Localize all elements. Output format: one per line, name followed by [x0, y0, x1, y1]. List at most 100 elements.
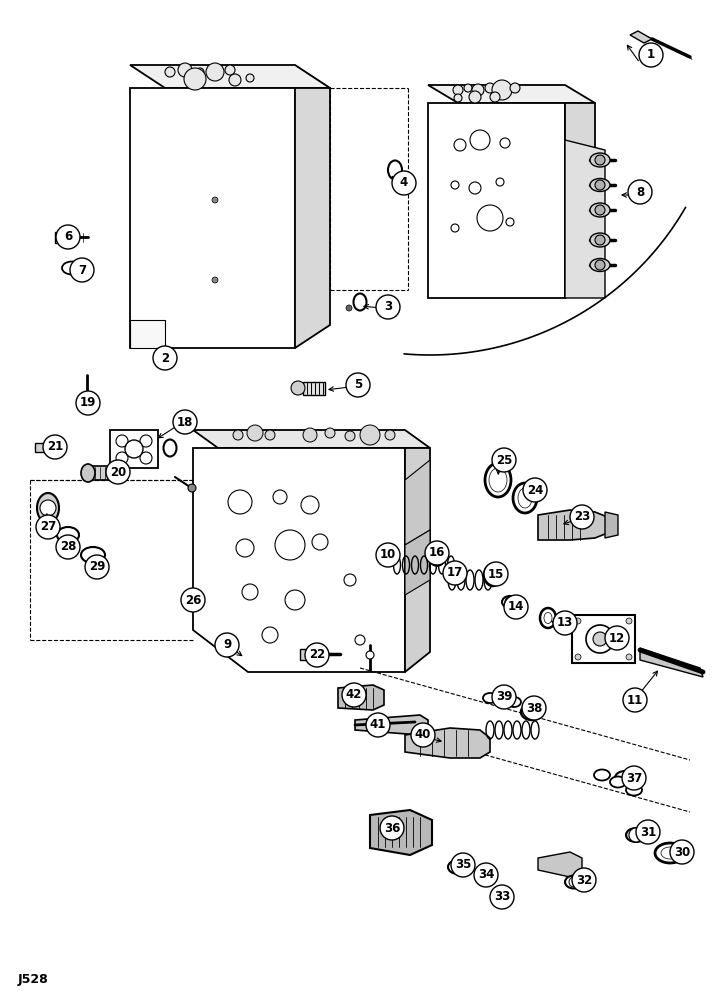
Circle shape [246, 74, 254, 82]
Text: 33: 33 [494, 890, 510, 904]
Circle shape [229, 74, 241, 86]
Circle shape [106, 460, 130, 484]
Polygon shape [55, 232, 70, 243]
Polygon shape [82, 395, 93, 403]
Polygon shape [35, 443, 48, 452]
Circle shape [376, 543, 400, 567]
Text: 12: 12 [609, 632, 625, 645]
Ellipse shape [492, 888, 512, 902]
Circle shape [595, 205, 605, 215]
Circle shape [301, 496, 319, 514]
Ellipse shape [590, 203, 610, 217]
Circle shape [492, 685, 516, 709]
Polygon shape [565, 103, 595, 298]
Text: 39: 39 [496, 690, 512, 704]
Text: 16: 16 [429, 546, 445, 560]
Ellipse shape [521, 704, 543, 720]
Text: 37: 37 [626, 772, 642, 784]
Circle shape [116, 452, 128, 464]
Circle shape [572, 868, 596, 892]
Text: 3: 3 [384, 300, 392, 314]
Circle shape [492, 80, 512, 100]
Circle shape [215, 633, 239, 657]
Circle shape [470, 130, 490, 150]
Ellipse shape [526, 708, 538, 716]
Circle shape [575, 618, 581, 624]
Circle shape [425, 541, 449, 565]
Circle shape [411, 723, 435, 747]
Text: 8: 8 [636, 186, 644, 198]
Circle shape [70, 258, 94, 282]
Polygon shape [130, 88, 295, 348]
Ellipse shape [626, 784, 642, 796]
Text: 20: 20 [110, 466, 126, 479]
Text: 34: 34 [478, 868, 494, 882]
Text: 25: 25 [496, 454, 512, 466]
Ellipse shape [484, 564, 502, 586]
Ellipse shape [540, 608, 556, 628]
Ellipse shape [661, 847, 679, 859]
Circle shape [345, 431, 355, 441]
Text: 21: 21 [47, 440, 63, 454]
Circle shape [490, 92, 500, 102]
Ellipse shape [488, 568, 498, 582]
Circle shape [605, 626, 629, 650]
Polygon shape [355, 715, 428, 735]
Ellipse shape [448, 860, 468, 874]
Circle shape [36, 515, 60, 539]
Polygon shape [193, 430, 430, 448]
Ellipse shape [475, 870, 493, 884]
Polygon shape [405, 460, 430, 545]
Circle shape [346, 305, 352, 311]
Polygon shape [300, 649, 318, 660]
Circle shape [622, 766, 646, 790]
Circle shape [453, 85, 463, 95]
Circle shape [500, 138, 510, 148]
Circle shape [593, 632, 607, 646]
Ellipse shape [615, 771, 635, 785]
Circle shape [56, 225, 80, 249]
Circle shape [454, 139, 466, 151]
Polygon shape [428, 85, 595, 103]
Polygon shape [630, 31, 652, 43]
Circle shape [628, 180, 652, 204]
Circle shape [376, 295, 400, 319]
Text: 7: 7 [78, 263, 86, 276]
Circle shape [305, 643, 329, 667]
Circle shape [43, 435, 67, 459]
Circle shape [586, 625, 614, 653]
Text: 2: 2 [161, 352, 169, 364]
Text: 1: 1 [647, 48, 655, 62]
Circle shape [506, 218, 514, 226]
Circle shape [342, 683, 366, 707]
Text: 14: 14 [508, 600, 524, 613]
Text: 35: 35 [455, 858, 471, 871]
Circle shape [469, 182, 481, 194]
Text: 40: 40 [415, 728, 432, 742]
Circle shape [56, 535, 80, 559]
Circle shape [575, 654, 581, 660]
Polygon shape [565, 252, 595, 298]
Polygon shape [130, 320, 165, 348]
Circle shape [454, 94, 462, 102]
Circle shape [153, 346, 177, 370]
Circle shape [636, 820, 660, 844]
Ellipse shape [489, 468, 507, 492]
Circle shape [430, 548, 444, 562]
Ellipse shape [495, 695, 509, 705]
Ellipse shape [388, 160, 402, 180]
Text: 42: 42 [346, 688, 362, 702]
Circle shape [523, 478, 547, 502]
Text: 22: 22 [309, 648, 325, 662]
Circle shape [360, 425, 380, 445]
Text: 30: 30 [674, 846, 690, 858]
Circle shape [451, 853, 475, 877]
Polygon shape [338, 685, 384, 710]
Text: J528: J528 [18, 973, 49, 986]
Ellipse shape [428, 544, 446, 566]
Circle shape [344, 574, 356, 586]
Ellipse shape [353, 294, 366, 310]
Polygon shape [538, 852, 582, 877]
Circle shape [366, 651, 374, 659]
Text: 27: 27 [40, 520, 56, 534]
